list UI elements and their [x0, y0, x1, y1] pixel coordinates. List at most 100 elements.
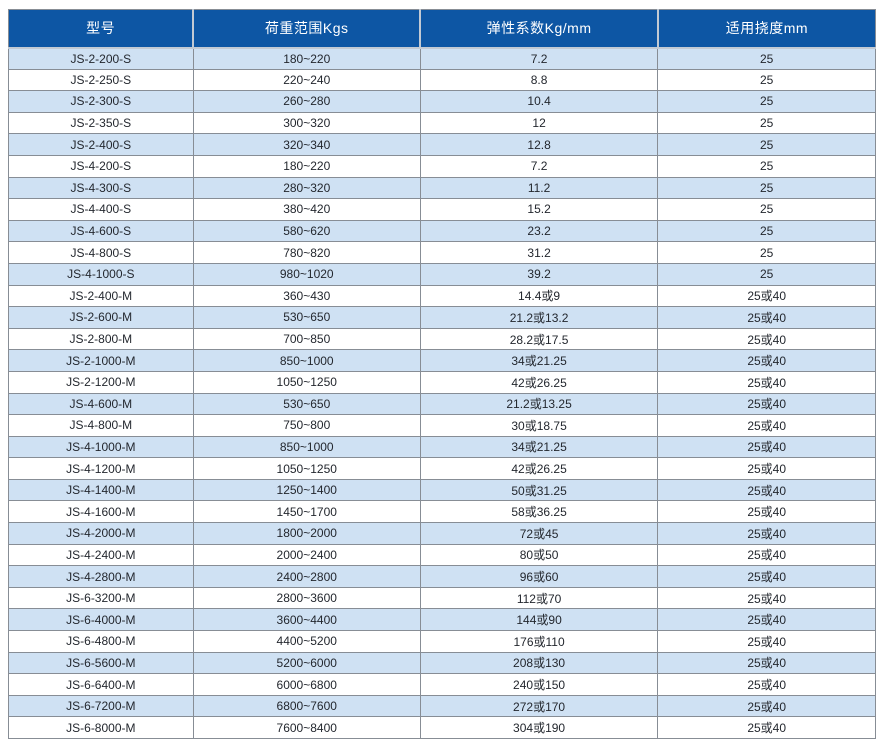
- table-row: JS-2-300-S 260~280 10.4 25: [8, 90, 876, 113]
- table-row: JS-4-1000-M 850~1000 34或21.25 25或40: [8, 435, 876, 459]
- table-cell: JS-6-6400-M: [8, 673, 194, 696]
- table-cell: JS-6-4800-M: [8, 630, 194, 653]
- table-cell: 25: [657, 90, 876, 113]
- table-cell: 1800~2000: [192, 522, 421, 545]
- table-cell: 96或60: [419, 565, 659, 588]
- table-cell: 21.2或13.2: [419, 306, 659, 329]
- table-cell: JS-2-400-S: [8, 133, 194, 156]
- table-cell: 30或18.75: [419, 414, 659, 437]
- table-cell: 25或40: [657, 500, 876, 524]
- table-cell: JS-4-1400-M: [8, 478, 194, 502]
- table-cell: 25: [657, 262, 876, 286]
- table-cell: 2000~2400: [192, 543, 421, 567]
- table-cell: 15.2: [419, 198, 659, 221]
- table-cell: 850~1000: [192, 435, 421, 459]
- table-row: JS-4-600-M 530~650 21.2或13.25 25或40: [8, 392, 876, 416]
- table-cell: 31.2: [419, 241, 659, 264]
- table-cell: JS-4-1000-S: [8, 262, 194, 286]
- table-row: JS-6-5600-M 5200~6000 208或130 25或40: [8, 651, 876, 675]
- table-cell: 144或90: [419, 608, 659, 632]
- table-cell: 25或40: [657, 565, 876, 588]
- table-cell: 112或70: [419, 586, 659, 610]
- table-cell: JS-4-2400-M: [8, 543, 194, 567]
- table-cell: 25: [657, 133, 876, 156]
- table-row: JS-4-2400-M 2000~2400 80或50 25或40: [8, 543, 876, 567]
- table-cell: 25或40: [657, 457, 876, 480]
- table-row: JS-6-6400-M 6000~6800 240或150 25或40: [8, 673, 876, 696]
- table-cell: 12: [419, 111, 659, 135]
- table-row: JS-4-600-S 580~620 23.2 25: [8, 219, 876, 243]
- table-cell: 42或26.25: [419, 457, 659, 480]
- table-cell: 530~650: [192, 392, 421, 416]
- table-cell: JS-6-4000-M: [8, 608, 194, 632]
- table-cell: 780~820: [192, 241, 421, 264]
- table-cell: 850~1000: [192, 349, 421, 372]
- column-header-spring-rate: 弹性系数Kg/mm: [420, 9, 659, 49]
- table-cell: JS-4-1600-M: [8, 500, 194, 524]
- table-cell: 25: [657, 198, 876, 221]
- table-cell: JS-4-1000-M: [8, 435, 194, 459]
- table-cell: JS-6-8000-M: [8, 716, 194, 739]
- table-cell: 208或130: [419, 651, 659, 675]
- table-cell: 272或170: [419, 694, 659, 718]
- table-row: JS-4-800-M 750~800 30或18.75 25或40: [8, 414, 876, 437]
- table-cell: 25或40: [657, 522, 876, 545]
- table-cell: 2400~2800: [192, 565, 421, 588]
- table-row: JS-4-1400-M 1250~1400 50或31.25 25或40: [8, 478, 876, 502]
- table-cell: 72或45: [419, 522, 659, 545]
- table-row: JS-6-4000-M 3600~4400 144或90 25或40: [8, 608, 876, 632]
- table-cell: 6000~6800: [192, 673, 421, 696]
- table-cell: 380~420: [192, 198, 421, 221]
- table-cell: 180~220: [192, 47, 421, 70]
- table-row: JS-6-8000-M 7600~8400 304或190 25或40: [8, 716, 876, 739]
- column-header-model: 型号: [8, 9, 195, 49]
- table-cell: JS-4-200-S: [8, 154, 194, 178]
- table-cell: 25或40: [657, 673, 876, 696]
- table-cell: 1450~1700: [192, 500, 421, 524]
- table-row: JS-2-800-M 700~850 28.2或17.5 25或40: [8, 327, 876, 351]
- table-cell: 7.2: [419, 47, 659, 70]
- table-cell: JS-4-800-S: [8, 241, 194, 264]
- table-cell: 750~800: [192, 414, 421, 437]
- table-cell: JS-4-600-S: [8, 219, 194, 243]
- table-cell: 25或40: [657, 414, 876, 437]
- table-cell: JS-4-2000-M: [8, 522, 194, 545]
- table-row: JS-2-200-S 180~220 7.2 25: [8, 47, 876, 70]
- table-row: JS-2-1200-M 1050~1250 42或26.25 25或40: [8, 370, 876, 394]
- table-cell: 10.4: [419, 90, 659, 113]
- table-cell: 25或40: [657, 478, 876, 502]
- table-cell: 25: [657, 241, 876, 264]
- table-cell: 8.8: [419, 68, 659, 92]
- table-cell: 300~320: [192, 111, 421, 135]
- table-cell: JS-6-7200-M: [8, 694, 194, 718]
- table-row: JS-4-2000-M 1800~2000 72或45 25或40: [8, 522, 876, 545]
- table-cell: 42或26.25: [419, 370, 659, 394]
- table-cell: 12.8: [419, 133, 659, 156]
- table-cell: 25或40: [657, 608, 876, 632]
- table-cell: JS-2-1000-M: [8, 349, 194, 372]
- table-cell: 25或40: [657, 392, 876, 416]
- table-cell: 39.2: [419, 262, 659, 286]
- table-cell: 25: [657, 47, 876, 70]
- table-row: JS-6-3200-M 2800~3600 112或70 25或40: [8, 586, 876, 610]
- table-cell: 4400~5200: [192, 630, 421, 653]
- table-cell: 1050~1250: [192, 457, 421, 480]
- table-cell: 23.2: [419, 219, 659, 243]
- table-cell: 14.4或9: [419, 284, 659, 308]
- table-row: JS-4-300-S 280~320 11.2 25: [8, 176, 876, 200]
- table-row: JS-6-4800-M 4400~5200 176或110 25或40: [8, 630, 876, 653]
- table-cell: JS-4-400-S: [8, 198, 194, 221]
- table-cell: JS-2-1200-M: [8, 370, 194, 394]
- table-row: JS-2-1000-M 850~1000 34或21.25 25或40: [8, 349, 876, 372]
- table-cell: 580~620: [192, 219, 421, 243]
- table-cell: 25: [657, 111, 876, 135]
- table-row: JS-2-600-M 530~650 21.2或13.2 25或40: [8, 306, 876, 329]
- table-cell: 25或40: [657, 284, 876, 308]
- table-cell: 176或110: [419, 630, 659, 653]
- column-header-load-range: 荷重范围Kgs: [193, 9, 422, 49]
- table-cell: 25或40: [657, 543, 876, 567]
- table-cell: 220~240: [192, 68, 421, 92]
- table-cell: JS-4-600-M: [8, 392, 194, 416]
- table-cell: 1050~1250: [192, 370, 421, 394]
